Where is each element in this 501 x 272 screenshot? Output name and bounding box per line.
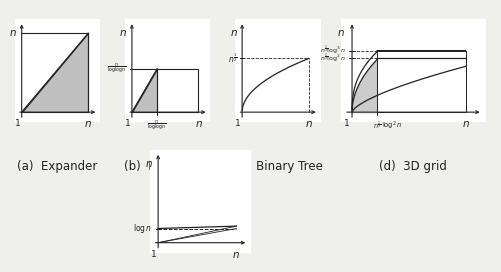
Text: 1: 1 bbox=[344, 119, 350, 128]
Text: $n^{\frac{1}{3}}\log^3 n$: $n^{\frac{1}{3}}\log^3 n$ bbox=[321, 44, 346, 57]
Text: $\log^2 n$: $\log^2 n$ bbox=[382, 119, 402, 132]
Text: 1: 1 bbox=[15, 119, 21, 128]
Text: $\frac{n}{\log\!\log n}$: $\frac{n}{\log\!\log n}$ bbox=[107, 62, 127, 76]
Text: $n$: $n$ bbox=[84, 119, 92, 129]
Polygon shape bbox=[22, 33, 88, 112]
Text: (d)  3D grid: (d) 3D grid bbox=[379, 160, 447, 173]
Text: (b)  Hypercube: (b) Hypercube bbox=[124, 160, 212, 173]
Text: $n$: $n$ bbox=[232, 250, 240, 260]
Bar bbox=[377, 51, 465, 58]
Text: $n$: $n$ bbox=[194, 119, 202, 129]
Text: $n$: $n$ bbox=[9, 28, 17, 38]
Text: 1: 1 bbox=[235, 119, 241, 128]
Text: $n^{\frac{1}{3}}$: $n^{\frac{1}{3}}$ bbox=[373, 119, 381, 132]
Text: 1: 1 bbox=[125, 119, 131, 128]
Text: 1: 1 bbox=[151, 250, 156, 259]
Text: $n$: $n$ bbox=[337, 28, 345, 38]
Text: $n^{\frac{1}{2}}$: $n^{\frac{1}{2}}$ bbox=[228, 52, 237, 65]
Text: $n$: $n$ bbox=[119, 28, 127, 38]
Text: $n$: $n$ bbox=[229, 28, 237, 38]
Text: $n$: $n$ bbox=[145, 159, 153, 169]
Bar bbox=[157, 69, 198, 112]
Text: $n$: $n$ bbox=[461, 119, 469, 129]
Polygon shape bbox=[132, 69, 157, 112]
Text: $\log n$: $\log n$ bbox=[133, 222, 153, 235]
Bar bbox=[377, 58, 465, 112]
Text: (a)  Expander: (a) Expander bbox=[18, 160, 98, 173]
Text: $n$: $n$ bbox=[305, 119, 313, 129]
Text: $n^{\frac{1}{3}}\log^2 n$: $n^{\frac{1}{3}}\log^2 n$ bbox=[321, 52, 346, 65]
Text: (c)  Binary Tree: (c) Binary Tree bbox=[233, 160, 323, 173]
Text: $\frac{n}{\log\!\log n}$: $\frac{n}{\log\!\log n}$ bbox=[147, 119, 167, 133]
